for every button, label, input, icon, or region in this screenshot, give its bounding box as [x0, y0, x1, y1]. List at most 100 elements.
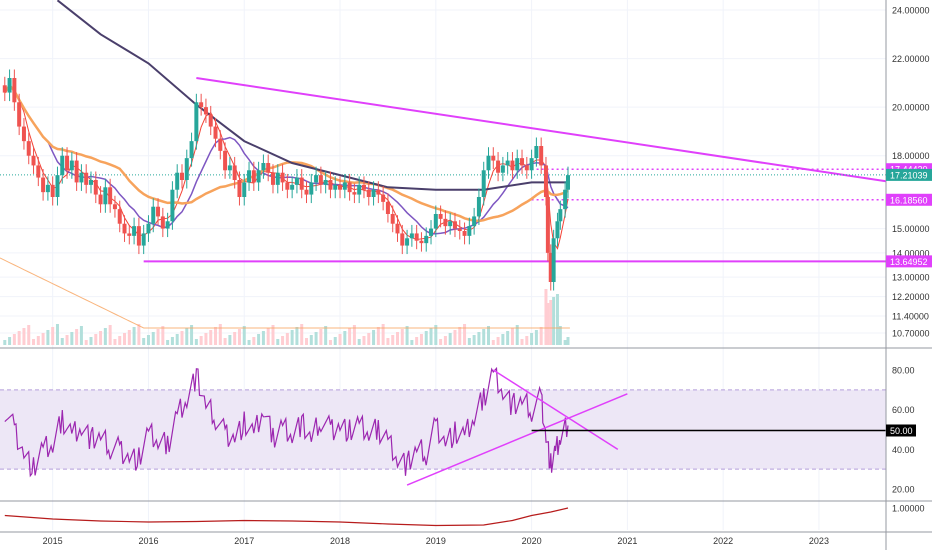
- candle-body: [323, 180, 328, 185]
- volume-bar: [51, 327, 55, 345]
- volume-bar: [118, 336, 122, 345]
- volume-bar: [142, 338, 146, 345]
- volume-bar: [228, 335, 232, 345]
- volume-bar: [166, 340, 170, 345]
- candle-body: [438, 214, 443, 219]
- volume-bar: [233, 332, 237, 345]
- candle-body: [103, 187, 108, 205]
- candle-body: [309, 182, 314, 195]
- bottom-tick-label: 1.00000: [892, 504, 925, 514]
- candle-body: [543, 165, 548, 197]
- volume-bar: [429, 328, 433, 345]
- volume-bar: [79, 326, 83, 345]
- volume-bar: [103, 328, 107, 345]
- candle-body: [539, 146, 544, 166]
- candle-body: [17, 102, 22, 127]
- candle-body: [352, 192, 357, 195]
- price-badge-label: 16.18560: [890, 195, 928, 205]
- volume-bar: [295, 327, 299, 345]
- price-badge-label: 17.21039: [890, 170, 928, 180]
- candle-body: [160, 216, 165, 229]
- volume-bar: [194, 339, 198, 345]
- volume-bar: [146, 335, 150, 345]
- volume-bar: [367, 333, 371, 345]
- candle-body: [208, 114, 213, 127]
- volume-bar: [46, 330, 50, 345]
- volume-bar: [563, 340, 567, 345]
- rsi-tick-label: 40.00: [892, 445, 915, 455]
- bottom-indicator-line: [4, 507, 569, 527]
- candle-body: [462, 231, 467, 236]
- volume-bar: [410, 340, 414, 345]
- candle-body: [12, 78, 17, 103]
- x-tick-label: 2019: [426, 536, 446, 546]
- volume-bar: [281, 336, 285, 345]
- candle-body: [563, 189, 568, 210]
- volume-bar: [549, 300, 553, 345]
- candle-body: [510, 160, 515, 171]
- volume-bar: [214, 327, 218, 345]
- volume-bar: [242, 326, 246, 345]
- volume-bar: [506, 331, 510, 345]
- volume-bar: [60, 338, 64, 345]
- volume-bar: [185, 328, 189, 345]
- candle-body: [170, 189, 175, 222]
- candle-body: [266, 163, 271, 173]
- price-tick-label: 15.00000: [892, 224, 930, 234]
- volume-bar: [285, 333, 289, 345]
- candle-body: [165, 221, 170, 229]
- candle-body: [247, 170, 252, 183]
- candle-body: [213, 126, 218, 139]
- volume-bar: [348, 328, 352, 345]
- volume-bar: [132, 327, 136, 345]
- candle-body: [481, 170, 486, 197]
- volume-bar: [419, 334, 423, 345]
- volume-bar: [175, 334, 179, 345]
- price-badge-label: 13.64952: [890, 257, 928, 267]
- volume-bar: [486, 326, 490, 345]
- price-badge: [886, 193, 932, 206]
- candle-body: [256, 170, 261, 183]
- candle-body: [112, 204, 117, 210]
- volume-bar: [458, 327, 462, 345]
- candle-body: [328, 180, 333, 190]
- candle-body: [520, 158, 525, 166]
- candle-body: [84, 172, 89, 185]
- volume-bar: [108, 325, 112, 345]
- candle-body: [529, 158, 534, 171]
- volume-bar: [328, 340, 332, 345]
- x-tick-label: 2022: [713, 536, 733, 546]
- volume-bar: [89, 337, 93, 345]
- volume-bar: [36, 336, 40, 345]
- price-tick-label: 13.00000: [892, 273, 930, 283]
- candle-body: [175, 172, 180, 190]
- rsi-current-label: 50.00: [890, 426, 913, 436]
- candle-body: [36, 165, 41, 178]
- volume-bar: [75, 329, 79, 345]
- rsi-panel: [0, 366, 886, 486]
- price-tick-label: 18.00000: [892, 151, 930, 161]
- volume-bar: [324, 326, 328, 345]
- x-tick-label: 2015: [43, 536, 63, 546]
- volume-bar: [99, 331, 103, 345]
- rsi-tick-label: 20.00: [892, 485, 915, 495]
- candle-body: [443, 218, 448, 227]
- candle-body: [551, 238, 556, 282]
- volume-bar: [314, 332, 318, 345]
- volume-bar: [113, 339, 117, 345]
- candle-body: [280, 172, 285, 183]
- volume-bar: [305, 338, 309, 345]
- volume-bar: [477, 332, 481, 345]
- candle-body: [467, 226, 472, 236]
- candle-body: [93, 180, 98, 195]
- volume-bar: [271, 325, 275, 345]
- candle-body: [491, 155, 496, 161]
- volume-bar: [12, 334, 16, 345]
- volume-bar: [32, 339, 36, 345]
- candle-body: [405, 238, 410, 246]
- candle-body: [395, 223, 400, 234]
- candle-body: [184, 158, 189, 180]
- volume-bar: [501, 334, 505, 345]
